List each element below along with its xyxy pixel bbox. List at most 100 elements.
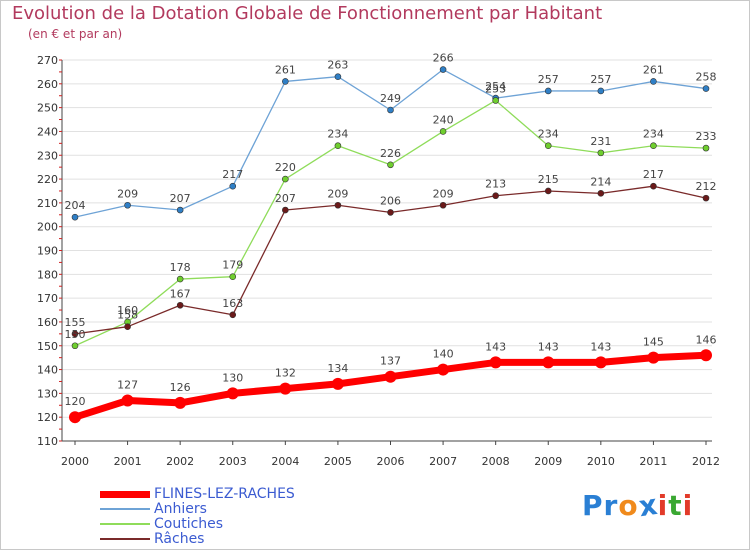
data-label: 207: [275, 192, 296, 205]
data-label: 146: [696, 333, 717, 346]
data-label: 126: [170, 381, 191, 394]
logo-letter: P: [582, 489, 604, 522]
x-tick-label: 2011: [639, 455, 667, 468]
data-point: [702, 85, 710, 92]
legend-label: Râches: [154, 531, 205, 547]
data-point: [334, 142, 342, 150]
data-point: [229, 273, 237, 280]
logo-letter: t: [668, 489, 683, 522]
data-point: [387, 106, 394, 114]
data-point: [71, 342, 79, 350]
data-point: [702, 194, 710, 202]
data-label: 143: [538, 340, 559, 353]
series-line: [74, 185, 707, 335]
axes: 110 120 130 140 150 160 170 180 190 200 210 220 230 2…: [37, 54, 720, 468]
data-point: [700, 349, 712, 362]
data-point: [282, 206, 289, 214]
data-label: 217: [222, 168, 243, 181]
x-tick-label: 2002: [166, 455, 194, 468]
data-label: 258: [696, 71, 717, 84]
x-tick-label: 2005: [324, 455, 352, 468]
data-label: 261: [275, 63, 296, 76]
data-label: 209: [117, 187, 138, 200]
data-point: [597, 87, 605, 95]
y-tick-label: 170: [37, 292, 58, 305]
data-label: 145: [643, 336, 664, 349]
data-label: 127: [117, 379, 138, 392]
data-label: 231: [590, 135, 611, 148]
data-point: [544, 187, 552, 195]
data-point: [69, 411, 81, 424]
data-point: [229, 182, 237, 190]
y-tick-label: 270: [37, 54, 58, 67]
legend-swatch: [100, 523, 150, 525]
data-point: [647, 351, 660, 364]
data-label: 257: [590, 73, 611, 86]
series-lines: [69, 66, 712, 424]
data-point: [226, 387, 239, 400]
data-label: 234: [538, 128, 559, 141]
y-tick-label: 230: [37, 149, 58, 162]
legend-swatch: [100, 538, 150, 540]
y-tick-label: 210: [37, 197, 58, 210]
data-label: 137: [380, 355, 401, 368]
x-tick-label: 2007: [429, 455, 457, 468]
data-point: [544, 142, 552, 150]
data-point: [282, 78, 289, 85]
data-label: 220: [275, 161, 296, 174]
data-point: [597, 149, 605, 157]
data-point: [384, 370, 397, 383]
y-tick-label: 140: [37, 364, 58, 377]
y-tick-label: 260: [37, 78, 58, 91]
data-label: 249: [380, 92, 401, 105]
data-point: [71, 330, 79, 338]
grid-lines: [62, 59, 712, 442]
y-tick-label: 240: [37, 125, 58, 138]
legend-label: FLINES-LEZ-RACHES: [154, 486, 295, 502]
data-point: [492, 192, 499, 200]
y-tick-label: 220: [37, 173, 58, 186]
legend-label: Anhiers: [154, 501, 207, 517]
data-label: 207: [170, 192, 191, 205]
data-point: [334, 201, 342, 209]
x-tick-label: 2010: [587, 455, 615, 468]
x-tick-label: 2008: [482, 455, 510, 468]
data-label: 261: [643, 63, 664, 76]
legend-item: Coutiches: [100, 516, 223, 532]
data-label: 158: [117, 309, 138, 322]
data-point: [437, 363, 450, 376]
data-point: [71, 213, 79, 221]
data-point: [121, 394, 134, 407]
logo-letter: r: [603, 489, 619, 522]
data-label: 240: [433, 113, 454, 126]
data-label: 120: [65, 395, 86, 408]
chart-title: Evolution de la Dotation Globale de Fonc…: [12, 3, 603, 24]
data-label: 143: [485, 340, 506, 353]
data-label: 179: [222, 259, 243, 272]
data-label: 132: [275, 367, 296, 380]
legend-swatch: [100, 490, 150, 498]
data-label: 130: [222, 371, 243, 384]
logo-letter: o: [618, 489, 639, 522]
data-point: [597, 190, 605, 197]
data-label: 143: [590, 340, 611, 353]
logo-letter: x: [636, 487, 660, 524]
logo-letter: i: [657, 489, 669, 522]
legend-item: Râches: [100, 531, 204, 547]
data-point: [439, 128, 447, 135]
data-label: 233: [696, 130, 717, 143]
data-label: 215: [538, 173, 559, 186]
data-point: [229, 311, 237, 319]
data-point: [492, 97, 499, 104]
data-label: 263: [327, 59, 348, 72]
data-label: 204: [65, 199, 86, 212]
data-label: 217: [643, 168, 664, 181]
x-tick-label: 2006: [377, 455, 405, 468]
data-label: 209: [327, 187, 348, 200]
logo-letter: i: [682, 489, 694, 522]
data-point: [489, 356, 502, 369]
data-label: 254: [485, 80, 506, 93]
data-point: [387, 161, 394, 169]
